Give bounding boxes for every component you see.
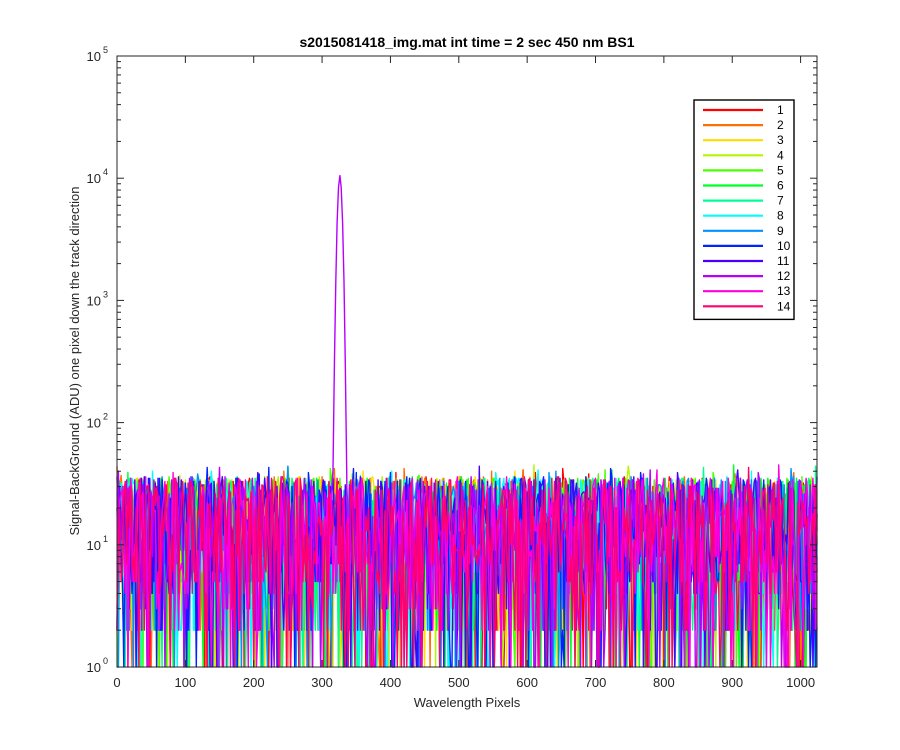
x-axis-label: Wavelength Pixels — [414, 695, 521, 710]
x-tick-label: 900 — [721, 675, 743, 690]
legend-label-14: 14 — [777, 299, 791, 313]
legend-label-1: 1 — [777, 103, 784, 117]
y-tick-exponent: 1 — [103, 534, 108, 544]
x-tick-label: 100 — [175, 675, 197, 690]
y-tick-exponent: 3 — [103, 289, 108, 299]
series-line-14 — [116, 466, 818, 668]
plot-frame — [116, 55, 818, 668]
legend-label-13: 13 — [777, 284, 791, 298]
chart-title: s2015081418_img.mat int time = 2 sec 450… — [299, 34, 634, 50]
legend-label-7: 7 — [777, 194, 784, 208]
x-tick-label: 600 — [516, 675, 538, 690]
legend-label-12: 12 — [777, 269, 791, 283]
y-tick-exponent: 0 — [103, 656, 108, 666]
legend-label-10: 10 — [777, 239, 791, 253]
y-axis-label: Signal-BackGround (ADU) one pixel down t… — [67, 186, 82, 535]
legend-label-11: 11 — [777, 254, 790, 268]
legend-box — [693, 99, 795, 321]
plot-series-group — [116, 174, 818, 668]
legend-label-6: 6 — [777, 179, 784, 193]
x-tick-label: 200 — [243, 675, 265, 690]
x-tick-label: 500 — [448, 675, 470, 690]
y-tick-label: 10 — [87, 171, 101, 186]
legend-label-8: 8 — [777, 209, 784, 223]
x-tick-label: 0 — [113, 675, 120, 690]
legend-label-9: 9 — [777, 224, 784, 238]
y-tick-label: 10 — [87, 49, 101, 64]
y-tick-label: 10 — [87, 293, 101, 308]
legend-label-5: 5 — [777, 163, 784, 177]
y-tick-exponent: 4 — [103, 167, 108, 177]
x-tick-label: 400 — [380, 675, 402, 690]
x-tick-label: 700 — [585, 675, 607, 690]
y-tick-exponent: 5 — [103, 45, 108, 55]
legend-label-4: 4 — [777, 148, 784, 162]
x-tick-label: 300 — [311, 675, 333, 690]
y-tick-label: 10 — [87, 538, 101, 553]
y-tick-label: 10 — [87, 660, 101, 675]
x-tick-label: 1000 — [786, 675, 815, 690]
y-tick-label: 10 — [87, 416, 101, 431]
legend-label-2: 2 — [777, 118, 784, 132]
x-axis: 0 100 200 300 400 500 600 700 800 900 1000 — [113, 56, 815, 690]
legend-label-3: 3 — [777, 133, 784, 147]
x-tick-label: 800 — [653, 675, 675, 690]
y-tick-exponent: 2 — [103, 412, 108, 422]
